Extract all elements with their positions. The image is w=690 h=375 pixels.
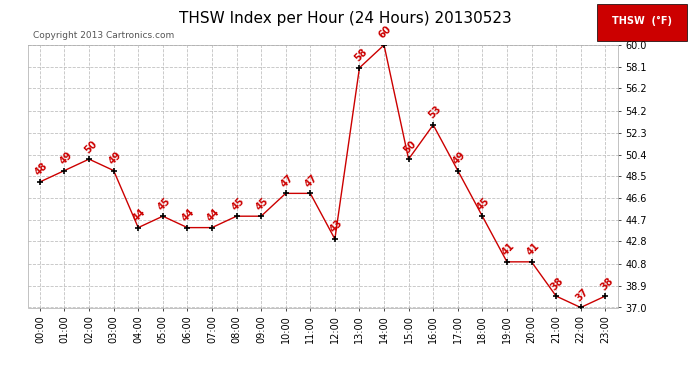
Text: 45: 45 [230,195,246,212]
Text: 60: 60 [377,24,394,41]
Text: 50: 50 [402,138,418,155]
Text: 49: 49 [57,150,74,166]
Text: 53: 53 [426,104,443,121]
Text: 50: 50 [82,138,99,155]
Text: 41: 41 [500,241,517,258]
Text: 48: 48 [33,161,50,178]
Text: 44: 44 [205,207,221,224]
Text: 38: 38 [549,275,566,292]
Text: 44: 44 [131,207,148,224]
Text: 45: 45 [475,195,492,212]
Text: 49: 49 [107,150,124,166]
Text: THSW Index per Hour (24 Hours) 20130523: THSW Index per Hour (24 Hours) 20130523 [179,11,511,26]
Text: 49: 49 [451,150,467,166]
Text: 47: 47 [279,172,295,189]
Text: 37: 37 [573,287,591,303]
Text: 45: 45 [156,195,172,212]
Text: 47: 47 [304,172,320,189]
Text: 58: 58 [353,47,369,64]
Text: THSW  (°F): THSW (°F) [612,16,671,26]
Text: 43: 43 [328,218,344,235]
Text: 38: 38 [598,275,615,292]
Text: 41: 41 [524,241,541,258]
Text: Copyright 2013 Cartronics.com: Copyright 2013 Cartronics.com [34,31,175,40]
Text: 44: 44 [180,207,197,224]
Text: 45: 45 [254,195,270,212]
